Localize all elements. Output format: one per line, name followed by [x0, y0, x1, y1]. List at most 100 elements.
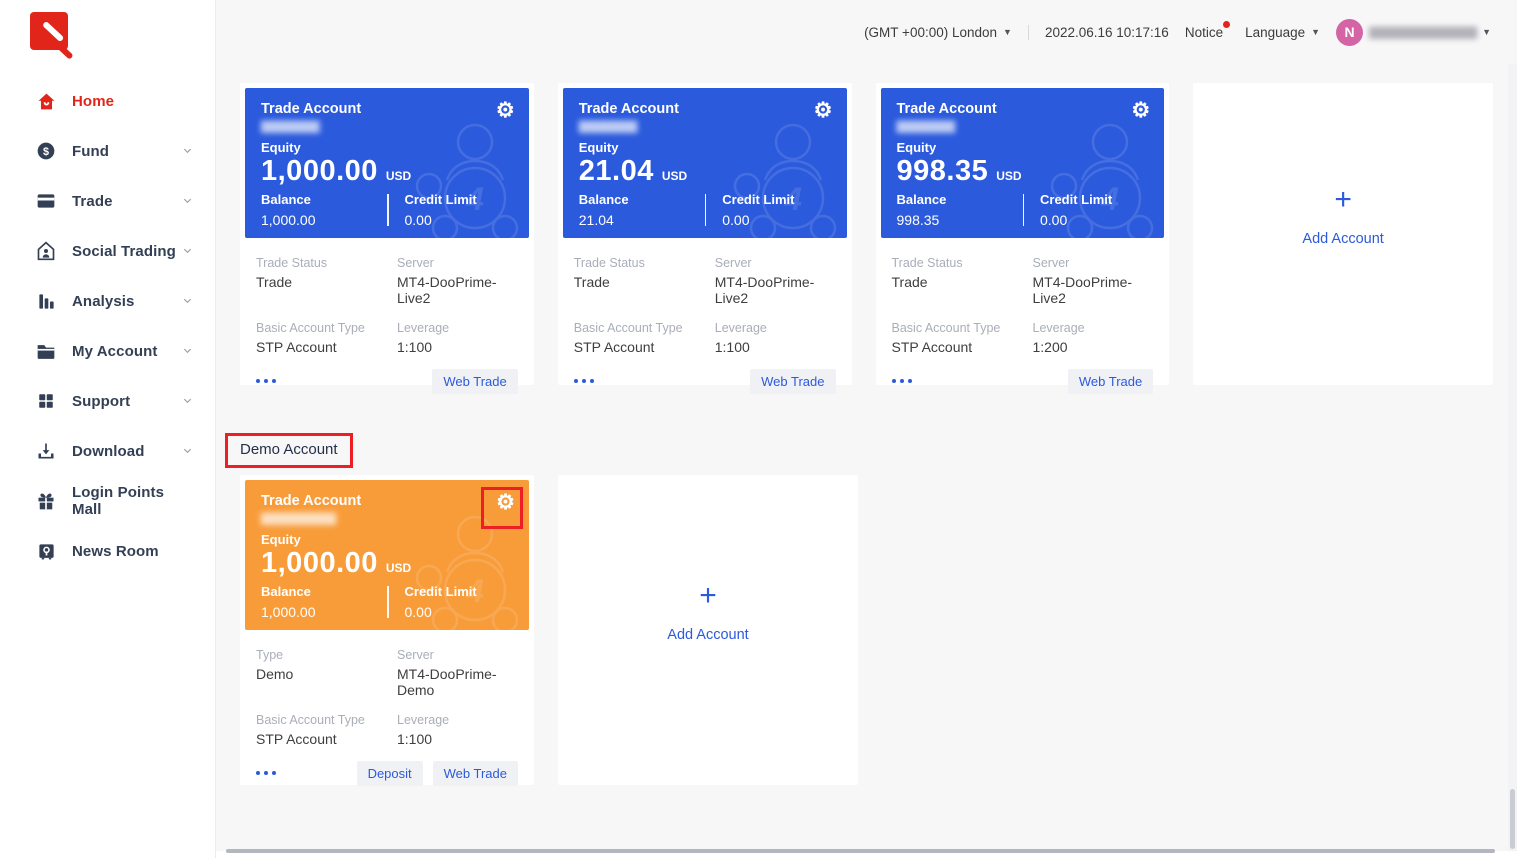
sidebar-item-home[interactable]: Home	[0, 76, 215, 126]
sidebar-item-trade[interactable]: Trade	[0, 176, 215, 226]
gear-icon[interactable]: ⚙	[496, 491, 515, 514]
content: Trade Account ▇▇▇▇▇▇▇ Equity 1,000.00 US…	[216, 64, 1517, 786]
demo-section-title-annotation: Demo Account	[225, 433, 353, 468]
live-accounts-row: Trade Account ▇▇▇▇▇▇▇ Equity 1,000.00 US…	[240, 83, 1493, 394]
notice-link[interactable]: Notice	[1185, 20, 1231, 40]
news-room-icon	[36, 541, 56, 561]
chevron-down-icon	[182, 343, 193, 360]
trade-account-card-3: Trade Account ▇▇▇▇▇▇▇ Equity 998.35 USD …	[875, 83, 1170, 394]
analysis-icon	[36, 291, 56, 311]
deposit-button[interactable]: Deposit	[356, 760, 423, 786]
trade-account-card-2: Trade Account ▇▇▇▇▇▇▇ Equity 21.04 USD B…	[557, 83, 852, 394]
field-server: Server MT4-DooPrime-Demo	[397, 648, 497, 698]
account-number-masked: ▇▇▇▇▇▇▇	[261, 119, 320, 133]
demo-account-card: Trade Account ▇▇▇▇▇▇▇▇▇ Equity 1,000.00 …	[240, 475, 534, 786]
field-leverage: Leverage 1:100	[397, 321, 450, 355]
sidebar-item-support[interactable]: Support	[0, 376, 215, 426]
panel-divider	[387, 194, 389, 226]
balance-label: Balance	[896, 192, 947, 207]
credit-limit-value: 0.00	[404, 212, 432, 228]
web-trade-button[interactable]: Web Trade	[1067, 368, 1154, 394]
sidebar-item-login-points-mall[interactable]: Login Points Mall	[0, 476, 215, 526]
sidebar-item-label: Login Points Mall	[72, 484, 165, 518]
sidebar-item-social-trading[interactable]: Social Trading	[0, 226, 215, 276]
user-menu[interactable]: N ▇▇▇▇▇▇▇▇▇▇▇▇▇ ▼	[1336, 18, 1491, 46]
add-account-label: Add Account	[1302, 231, 1384, 247]
web-trade-button[interactable]: Web Trade	[432, 760, 518, 786]
equity-value: 21.04	[578, 155, 654, 187]
balance-value: 21.04	[578, 212, 614, 228]
credit-limit-value: 0.00	[404, 604, 432, 620]
sidebar-item-label: Download	[72, 442, 145, 460]
plus-icon: +	[699, 579, 717, 612]
equity-currency: USD	[661, 169, 688, 183]
datetime-display: 2022.06.16 10:17:16	[1045, 25, 1169, 40]
trade-icon	[36, 191, 56, 211]
brand-logo[interactable]	[30, 12, 90, 64]
caret-down-icon: ▼	[1482, 27, 1491, 37]
caret-down-icon: ▼	[1003, 27, 1012, 37]
gift-icon	[36, 491, 56, 511]
sidebar-item-label: News Room	[72, 542, 159, 560]
add-account-card[interactable]: + Add Account	[1193, 83, 1493, 385]
credit-limit-value: 0.00	[722, 212, 750, 228]
credit-limit-label: Credit Limit	[404, 584, 477, 599]
panel-divider	[387, 586, 389, 618]
field-leverage: Leverage 1:200	[1032, 321, 1085, 355]
sidebar-item-download[interactable]: Download	[0, 426, 215, 476]
more-actions-icon[interactable]	[573, 379, 750, 383]
account-number-masked: ▇▇▇▇▇▇▇	[896, 119, 956, 133]
field-type: Type Demo	[256, 648, 294, 682]
field-basic-account-type: Basic Account Type STP Account	[256, 713, 365, 747]
horizontal-scrollbar-thumb[interactable]	[226, 849, 1495, 853]
account-number-masked: ▇▇▇▇▇▇▇▇▇	[261, 511, 336, 525]
trade-account-card-1: Trade Account ▇▇▇▇▇▇▇ Equity 1,000.00 US…	[240, 83, 534, 394]
timezone-selector[interactable]: (GMT +00:00) London ▼	[864, 25, 1012, 40]
topbar-divider	[1027, 24, 1029, 40]
more-actions-icon[interactable]	[891, 379, 1068, 383]
balance-label: Balance	[578, 192, 629, 207]
chevron-down-icon	[182, 443, 193, 460]
gear-icon[interactable]: ⚙	[813, 99, 833, 122]
balance-value: 998.35	[896, 212, 940, 228]
field-trade-status: Trade Status Trade	[891, 256, 963, 290]
more-actions-icon[interactable]	[256, 379, 432, 383]
equity-label: Equity	[261, 140, 301, 155]
card-title: Trade Account	[578, 101, 679, 117]
gear-icon[interactable]: ⚙	[495, 99, 515, 122]
gear-icon[interactable]: ⚙	[1131, 99, 1151, 122]
equity-label: Equity	[578, 140, 619, 155]
web-trade-button[interactable]: Web Trade	[432, 368, 518, 394]
caret-down-icon: ▼	[1311, 27, 1321, 37]
language-selector[interactable]: Language ▼	[1245, 25, 1320, 40]
web-trade-button[interactable]: Web Trade	[750, 368, 836, 394]
vertical-scrollbar-thumb[interactable]	[1510, 789, 1515, 849]
chevron-down-icon	[182, 243, 193, 260]
sidebar-item-label: Fund	[72, 142, 110, 160]
language-label: Language	[1245, 24, 1306, 40]
chevron-down-icon	[182, 393, 193, 410]
plus-icon: +	[1334, 183, 1352, 216]
horizontal-scrollbar-track[interactable]	[216, 851, 1517, 858]
fund-icon: $	[36, 141, 56, 161]
sidebar-item-label: Support	[72, 392, 131, 410]
more-actions-icon[interactable]	[256, 771, 357, 775]
add-demo-account-card[interactable]: + Add Account	[558, 475, 858, 785]
account-panel: Trade Account ▇▇▇▇▇▇▇▇▇ Equity 1,000.00 …	[245, 480, 529, 630]
sidebar-item-news-room[interactable]: News Room	[0, 526, 215, 576]
balance-label: Balance	[261, 584, 311, 599]
panel-divider	[1022, 194, 1024, 226]
sidebar-item-my-account[interactable]: My Account	[0, 326, 215, 376]
social-trading-icon	[36, 241, 56, 261]
field-server: Server MT4-DooPrime-Live2	[1032, 256, 1133, 306]
avatar: N	[1336, 18, 1364, 46]
sidebar-item-label: Analysis	[72, 292, 135, 310]
account-panel: Trade Account ▇▇▇▇▇▇▇ Equity 21.04 USD B…	[562, 88, 847, 238]
sidebar-item-fund[interactable]: $ Fund	[0, 126, 215, 176]
sidebar-item-analysis[interactable]: Analysis	[0, 276, 215, 326]
chevron-down-icon	[182, 143, 193, 160]
equity-value: 1,000.00	[261, 547, 378, 579]
vertical-scrollbar-track[interactable]	[1508, 64, 1517, 851]
account-panel: Trade Account ▇▇▇▇▇▇▇ Equity 998.35 USD …	[880, 88, 1165, 238]
